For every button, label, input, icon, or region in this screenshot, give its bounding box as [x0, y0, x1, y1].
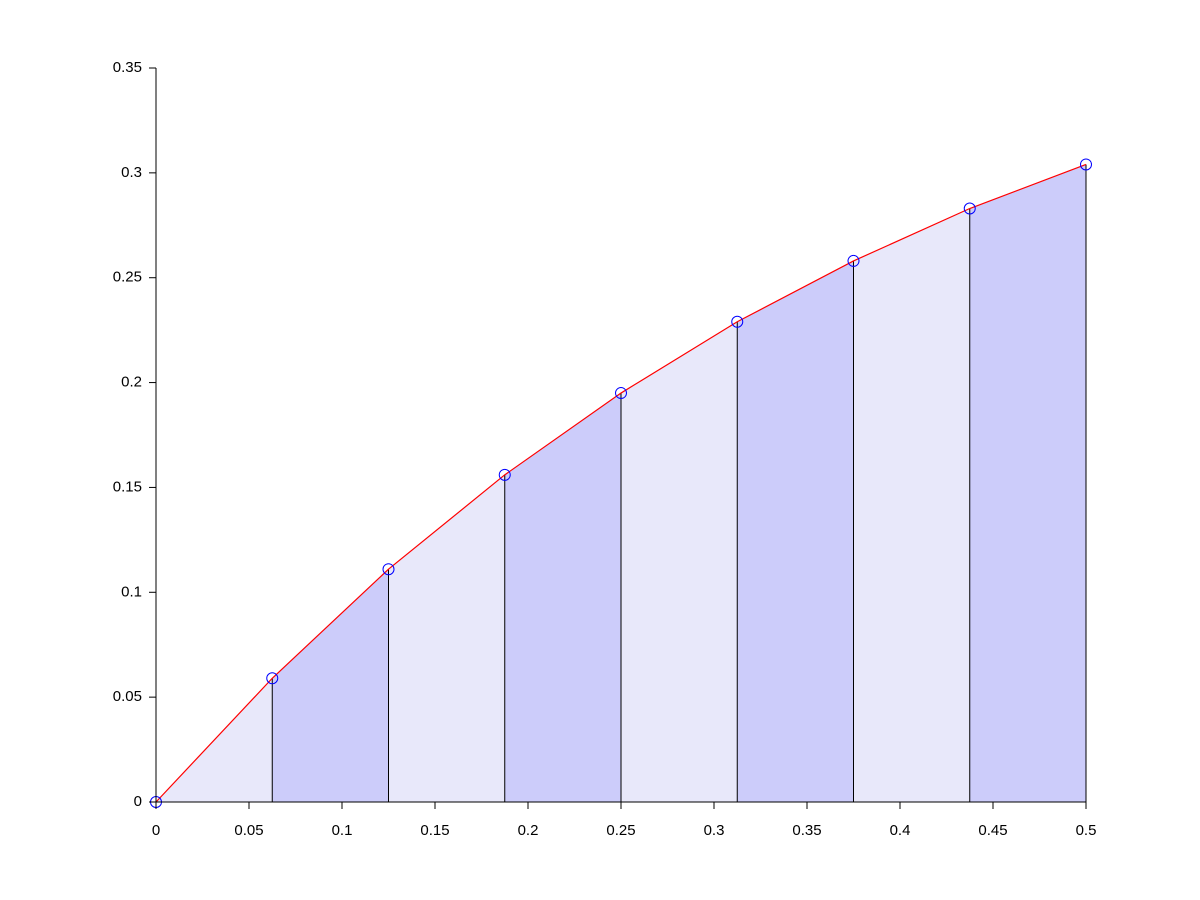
x-tick-label: 0.2: [518, 822, 539, 839]
trapezoid: [621, 321, 738, 802]
x-tick-label: 0.35: [792, 822, 821, 839]
x-tick-label: 0.15: [420, 822, 449, 839]
point-marker: [498, 468, 511, 481]
y-tick-label: 0.35: [113, 59, 142, 76]
x-tick-label: 0.5: [1076, 822, 1097, 839]
curve: [155, 163, 1087, 803]
x-tick-label: 0: [152, 822, 160, 839]
x-tick-label: 0.3: [704, 822, 725, 839]
point-marker: [266, 672, 279, 685]
point-marker: [382, 563, 395, 576]
y-tick-label: 0.05: [113, 688, 142, 705]
y-tick-label: 0: [134, 793, 142, 810]
x-tick-label: 0.1: [332, 822, 353, 839]
trapezoid: [388, 474, 505, 802]
y-tick-label: 0.2: [121, 374, 142, 391]
x-tick-label: 0.25: [606, 822, 635, 839]
y-tick-label: 0.3: [121, 164, 142, 181]
y-tick-label: 0.1: [121, 583, 142, 600]
point-marker: [615, 387, 627, 400]
point-marker: [1080, 158, 1092, 171]
x-tick-label: 0.05: [234, 822, 263, 839]
x-tick-label: 0.45: [978, 822, 1007, 839]
point-marker: [963, 202, 976, 215]
trapezoid: [272, 569, 389, 802]
trapezoid: [737, 260, 854, 802]
trapezoid: [969, 164, 1086, 802]
y-tick-label: 0.25: [113, 269, 142, 286]
point-marker: [847, 254, 860, 267]
trapezoid: [504, 393, 621, 802]
y-tick-label: 0.15: [113, 478, 142, 495]
x-tick-label: 0.4: [890, 822, 911, 839]
trapezoid: [853, 208, 970, 803]
point-marker: [731, 315, 744, 328]
